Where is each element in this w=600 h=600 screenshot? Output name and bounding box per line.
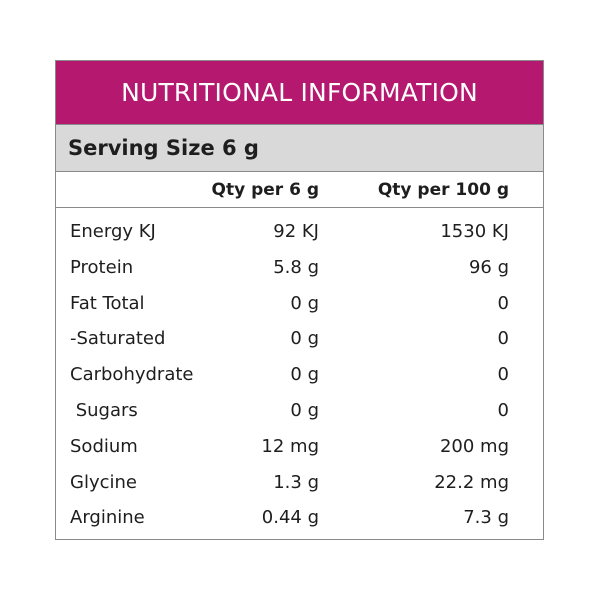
nutrient-per-100g: 7.3 g [463,507,509,529]
column-header-per-100g: Qty per 100 g [377,180,509,200]
nutrient-row-carbohydrate: Carbohydrate 0 g 0 [56,357,543,393]
nutrient-per-serving: 0 g [290,364,319,386]
nutrient-row-fat-total: Fat Total 0 g 0 [56,286,543,322]
nutrient-row-arginine: Arginine 0.44 g 7.3 g [56,500,543,536]
nutrient-row-energy: Energy KJ 92 KJ 1530 KJ [56,214,543,250]
nutrient-name: Sugars [70,399,138,421]
nutrient-name: Glycine [70,471,137,493]
nutrient-per-serving: 5.8 g [273,256,319,278]
nutrient-per-100g: 96 g [468,256,509,278]
panel-title: NUTRITIONAL INFORMATION [56,61,543,124]
nutrient-per-serving: 92 KJ [273,221,319,242]
nutrient-row-glycine: Glycine 1.3 g 22.2 mg [56,465,543,501]
nutrient-row-sodium: Sodium 12 mg 200 mg [56,429,543,465]
nutrient-per-100g: 0 [497,328,509,350]
nutrient-per-serving: 0 g [290,328,319,350]
nutrient-name: Fat Total [70,292,145,314]
nutrient-row-sugars: Sugars 0 g 0 [56,393,543,429]
nutrient-per-100g: 0 [497,364,509,386]
nutrient-row-saturated: -Saturated 0 g 0 [56,321,543,357]
nutrient-name: Carbohydrate [70,364,194,386]
nutrient-per-100g: 0 [497,399,509,421]
nutrient-per-serving: 0 g [290,399,319,421]
column-header-per-serving: Qty per 6 g [211,180,320,200]
nutrient-row-protein: Protein 5.8 g 96 g [56,250,543,286]
nutrient-name: -Saturated [70,328,166,350]
nutrient-per-serving: 0 g [290,292,319,314]
nutrient-name: Protein [70,256,134,278]
nutrient-per-100g: 0 [497,292,509,314]
nutrient-name: Arginine [70,507,145,529]
nutrient-per-serving: 12 mg [261,435,319,457]
nutrition-panel: NUTRITIONAL INFORMATION Serving Size 6 g… [55,60,544,540]
nutrient-rows: Energy KJ 92 KJ 1530 KJ Protein 5.8 g 96… [56,208,543,536]
nutrient-per-100g: 1530 KJ [440,221,509,242]
nutrient-per-100g: 200 mg [439,435,509,457]
nutrient-name: Sodium [70,435,138,457]
nutrient-per-100g: 22.2 mg [434,471,509,493]
nutrient-per-serving: 0.44 g [261,507,319,529]
nutrient-name: Energy KJ [70,221,156,242]
nutrient-per-serving: 1.3 g [273,471,319,493]
serving-size: Serving Size 6 g [56,124,543,172]
column-header-row: Qty per 6 g Qty per 100 g [56,172,543,208]
